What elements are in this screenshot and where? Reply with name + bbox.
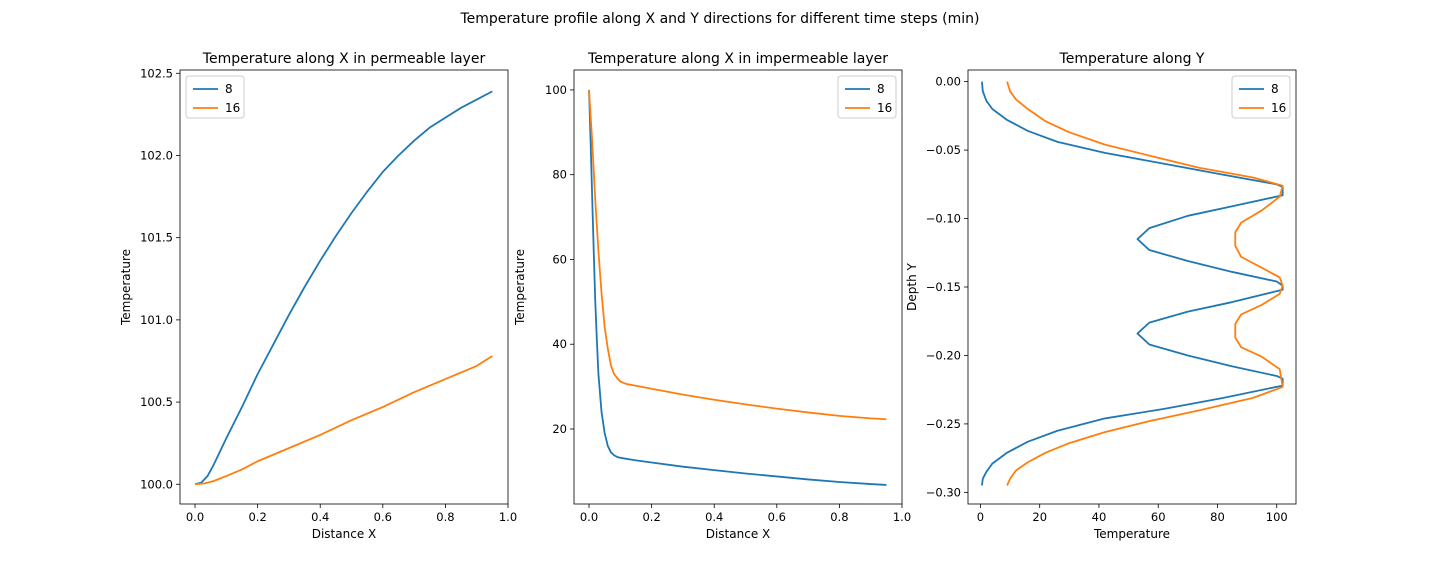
y-tick-label: 80 [552, 168, 567, 182]
legend-label-8: 8 [1271, 82, 1279, 96]
x-tick-label: 0.4 [311, 510, 329, 524]
series-line-16 [194, 355, 493, 486]
y-axis-label: Temperature [119, 249, 133, 326]
y-tick-label: −0.20 [926, 348, 961, 362]
y-tick-label: 100.5 [140, 395, 173, 409]
series-line-16 [1006, 81, 1284, 486]
x-axis-label: Distance X [706, 527, 771, 541]
x-tick-label: 0.0 [186, 510, 204, 524]
chart-title: Temperature along Y [1059, 51, 1205, 67]
x-tick-label: 80 [1210, 510, 1225, 524]
y-tick-label: 102.0 [140, 148, 173, 162]
chart-title: Temperature along X in permeable layer [202, 51, 486, 67]
series-line-8 [194, 90, 493, 486]
series-lines [588, 89, 887, 486]
chart-panel-2: 0.0 0.2 0.4 0.6 0.8 1.0 20 40 60 80 100 Temperature… [513, 51, 911, 541]
legend-label-8: 8 [225, 82, 233, 96]
y-tick-label: 101.5 [140, 231, 173, 245]
y-tick-label: −0.15 [926, 280, 961, 294]
x-tick-label: 100 [1266, 510, 1288, 524]
chart-panel-3: 0 20 40 60 80 100 0.00 −0.05 −0.10 −0.15 −0.20 −0.2… [905, 51, 1297, 541]
legend-label-16: 16 [225, 101, 240, 115]
x-tick-label: 1.0 [893, 510, 911, 524]
legend: 816 [837, 75, 897, 119]
figure-suptitle: Temperature profile along X and Y direct… [459, 11, 979, 27]
x-tick-label: 0.2 [642, 510, 660, 524]
x-axis-label: Distance X [312, 527, 377, 541]
axes-frame [179, 69, 509, 505]
x-tick-label: 0.8 [436, 510, 454, 524]
y-tick-label: 40 [552, 337, 567, 351]
series-lines [194, 90, 493, 486]
chart-title: Temperature along X in impermeable layer [587, 51, 888, 67]
y-tick-label: 20 [552, 422, 567, 436]
y-axis-label: Temperature [513, 249, 527, 326]
y-tick-label: 102.5 [140, 66, 173, 80]
y-tick-label: −0.30 [926, 485, 961, 499]
y-tick-label: −0.05 [926, 143, 961, 157]
x-tick-label: 20 [1032, 510, 1047, 524]
x-tick-label: 1.0 [499, 510, 517, 524]
series-lines [981, 81, 1284, 486]
y-tick-label: −0.25 [926, 417, 961, 431]
chart-panels: 0.0 0.2 0.4 0.6 0.8 1.0 100.0 100.5 101.0 101.5 10… [119, 51, 1297, 541]
legend: 816 [1231, 75, 1291, 119]
x-tick-label: 0.4 [705, 510, 723, 524]
legend-label-8: 8 [877, 82, 885, 96]
y-axis-label: Depth Y [905, 262, 919, 310]
y-tick-label: 101.0 [140, 313, 173, 327]
chart-panel-1: 0.0 0.2 0.4 0.6 0.8 1.0 100.0 100.5 101.0 101.5 10… [119, 51, 517, 541]
x-tick-label: 0.0 [580, 510, 598, 524]
axes-frame [967, 69, 1297, 505]
y-tick-label: 0.00 [935, 75, 961, 89]
legend-label-16: 16 [877, 101, 892, 115]
legend-label-16: 16 [1271, 101, 1286, 115]
x-tick-label: 0.6 [768, 510, 786, 524]
y-tick-label: 100 [545, 83, 567, 97]
x-tick-label: 60 [1151, 510, 1166, 524]
series-line-8 [588, 89, 887, 486]
x-axis-label: Temperature [1093, 527, 1170, 541]
axes-frame [573, 69, 903, 505]
y-tick-label: −0.10 [926, 212, 961, 226]
y-tick-label: 100.0 [140, 477, 173, 491]
x-tick-label: 0.8 [830, 510, 848, 524]
legend: 816 [185, 75, 245, 119]
y-tick-label: 60 [552, 252, 567, 266]
series-line-16 [588, 89, 887, 421]
x-tick-label: 40 [1092, 510, 1107, 524]
x-tick-label: 0.2 [248, 510, 266, 524]
x-tick-label: 0.6 [374, 510, 392, 524]
x-tick-label: 0 [977, 510, 984, 524]
